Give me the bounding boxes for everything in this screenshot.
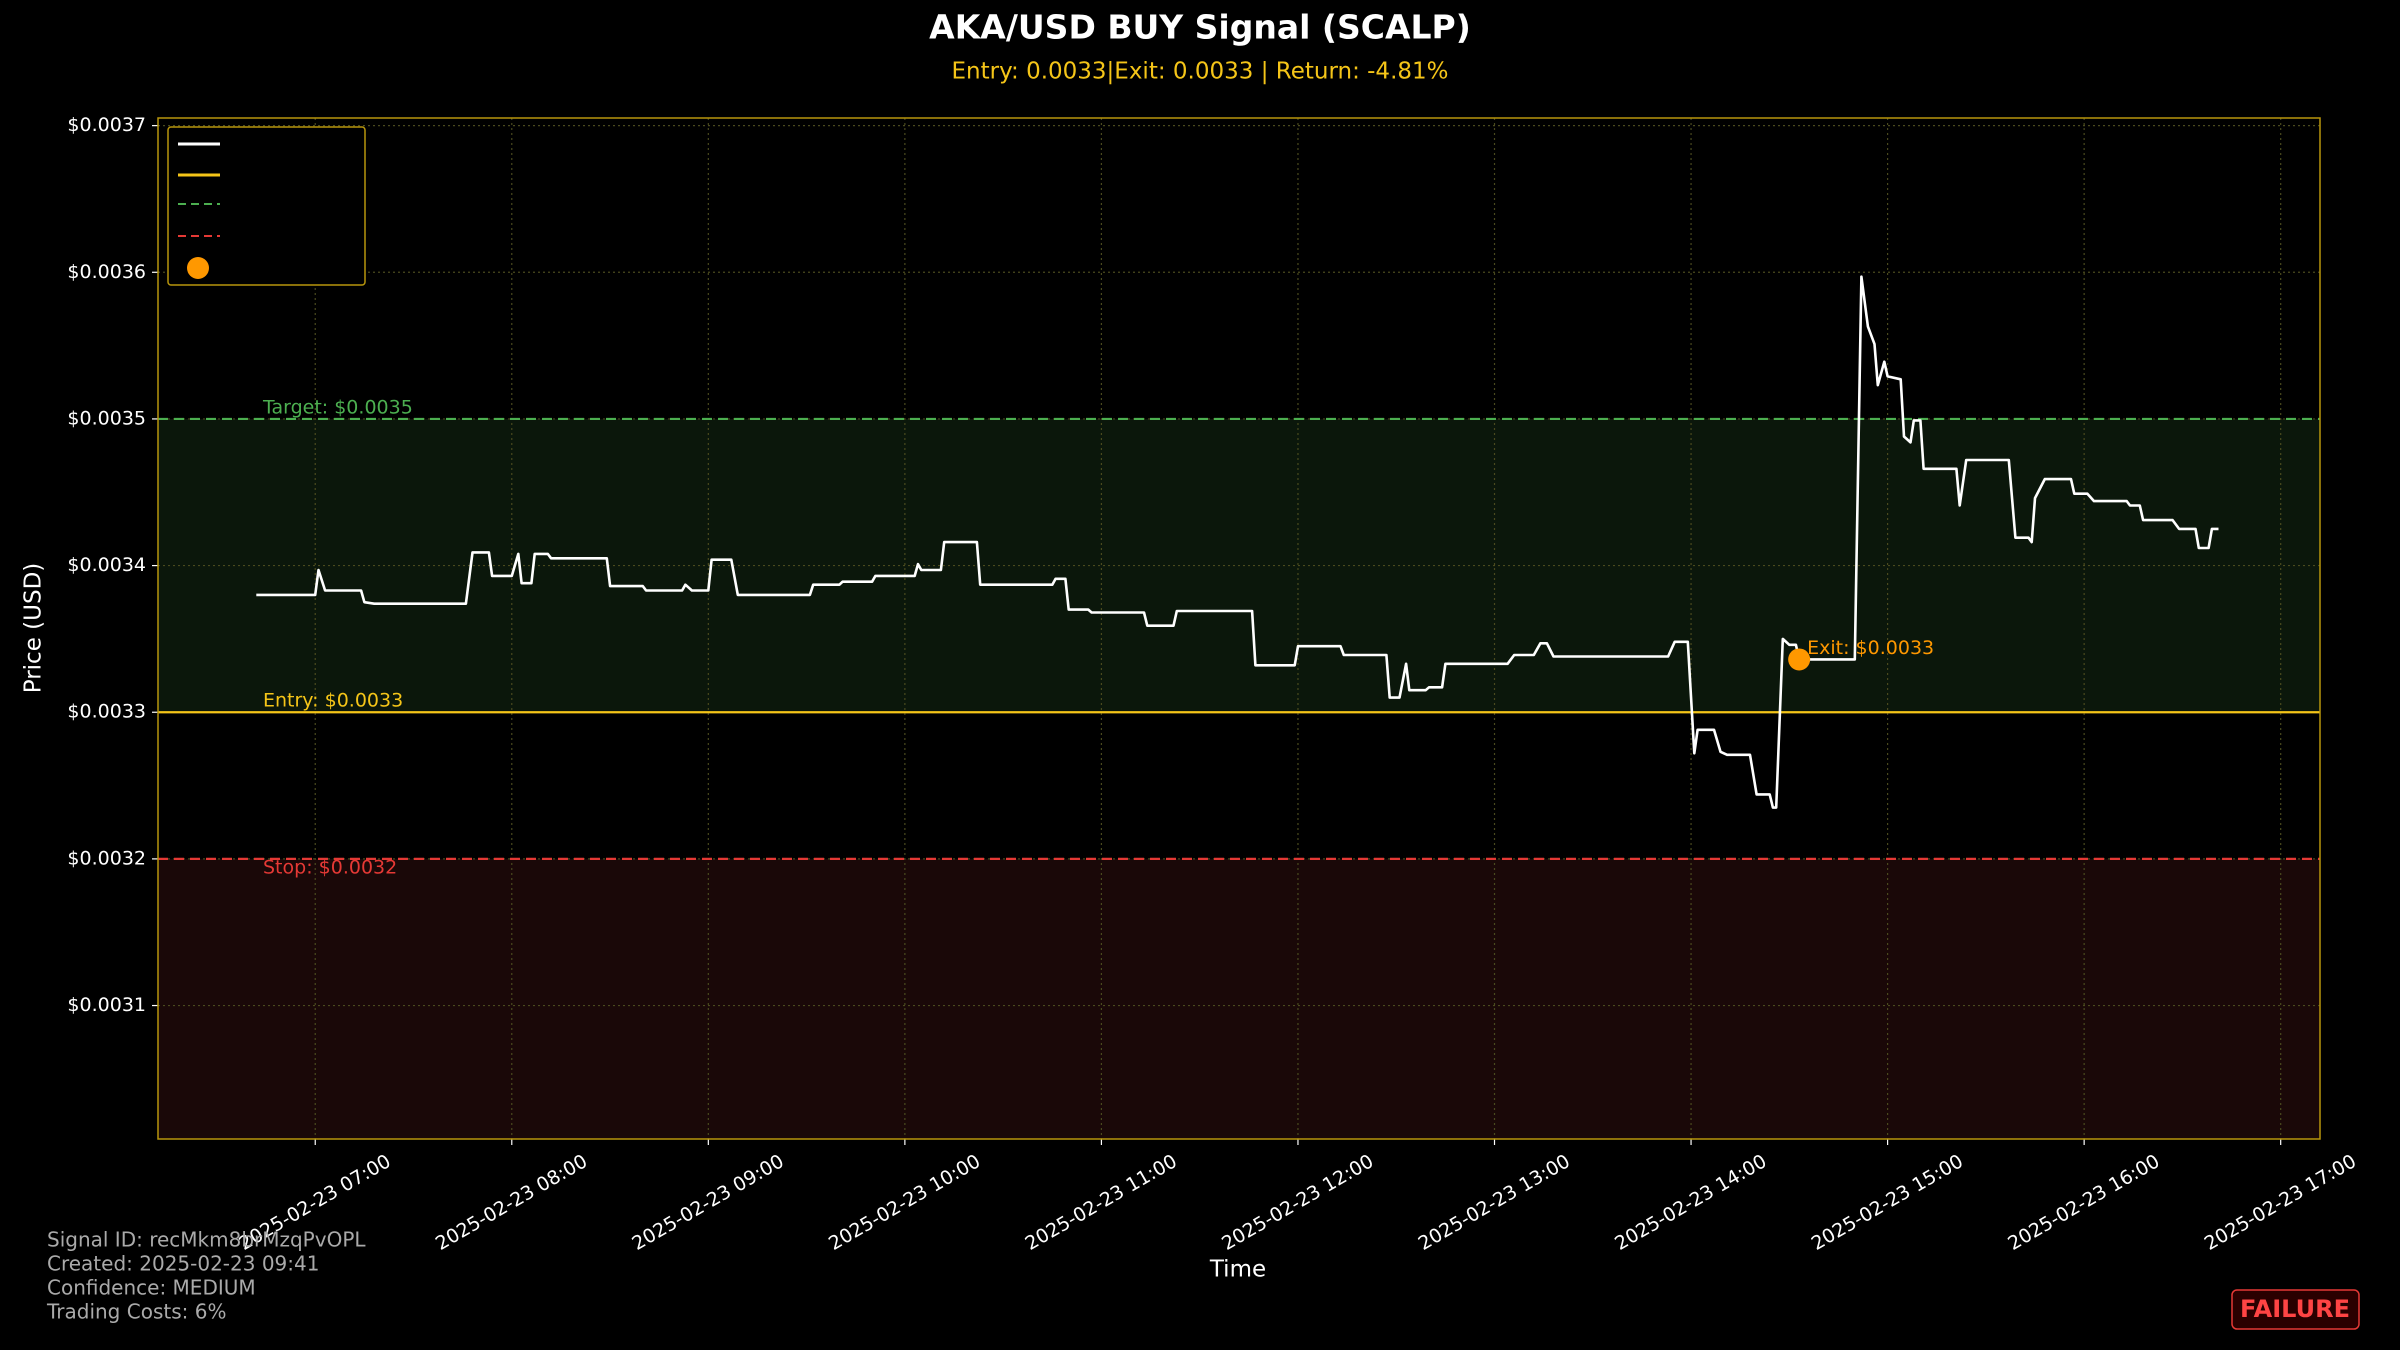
y-tick-label: $0.0037 bbox=[67, 114, 146, 136]
price-line bbox=[256, 275, 2219, 809]
y-tick-label: $0.0034 bbox=[67, 554, 146, 576]
legend-handle bbox=[187, 257, 209, 279]
reference-label: Target: $0.0035 bbox=[262, 396, 413, 418]
y-tick-label: $0.0035 bbox=[67, 407, 146, 429]
exit-label: Exit: $0.0033 bbox=[1807, 637, 1934, 659]
y-tick-label: $0.0036 bbox=[67, 261, 146, 283]
footer-line: Confidence: MEDIUM bbox=[47, 1276, 256, 1300]
reference-label: Stop: $0.0032 bbox=[263, 856, 397, 878]
chart-title: AKA/USD BUY Signal (SCALP) bbox=[929, 8, 1471, 47]
legend bbox=[167, 126, 366, 286]
y-tick-label: $0.0031 bbox=[67, 994, 146, 1016]
reference-label: Entry: $0.0033 bbox=[263, 690, 403, 712]
badge-box bbox=[2231, 1289, 2360, 1330]
legend-box bbox=[167, 126, 366, 286]
y-axis-label: Price (USD) bbox=[21, 563, 47, 694]
y-tick-label: $0.0032 bbox=[67, 847, 146, 869]
plot-frame bbox=[157, 117, 2321, 1140]
chart-subtitle: Entry: 0.0033|Exit: 0.0033 | Return: -4.… bbox=[951, 59, 1448, 85]
status-badge: FAILURE bbox=[2240, 1295, 2350, 1323]
stop-zone bbox=[158, 858, 2320, 1139]
x-axis-label: Time bbox=[1209, 1257, 1266, 1283]
y-tick-label: $0.0033 bbox=[67, 701, 146, 723]
footer-line: Signal ID: recMkm8brMzqPvOPL bbox=[47, 1228, 366, 1252]
footer-line: Trading Costs: 6% bbox=[46, 1300, 226, 1324]
footer-line: Created: 2025-02-23 09:41 bbox=[47, 1252, 319, 1276]
exit-marker bbox=[1788, 648, 1811, 671]
